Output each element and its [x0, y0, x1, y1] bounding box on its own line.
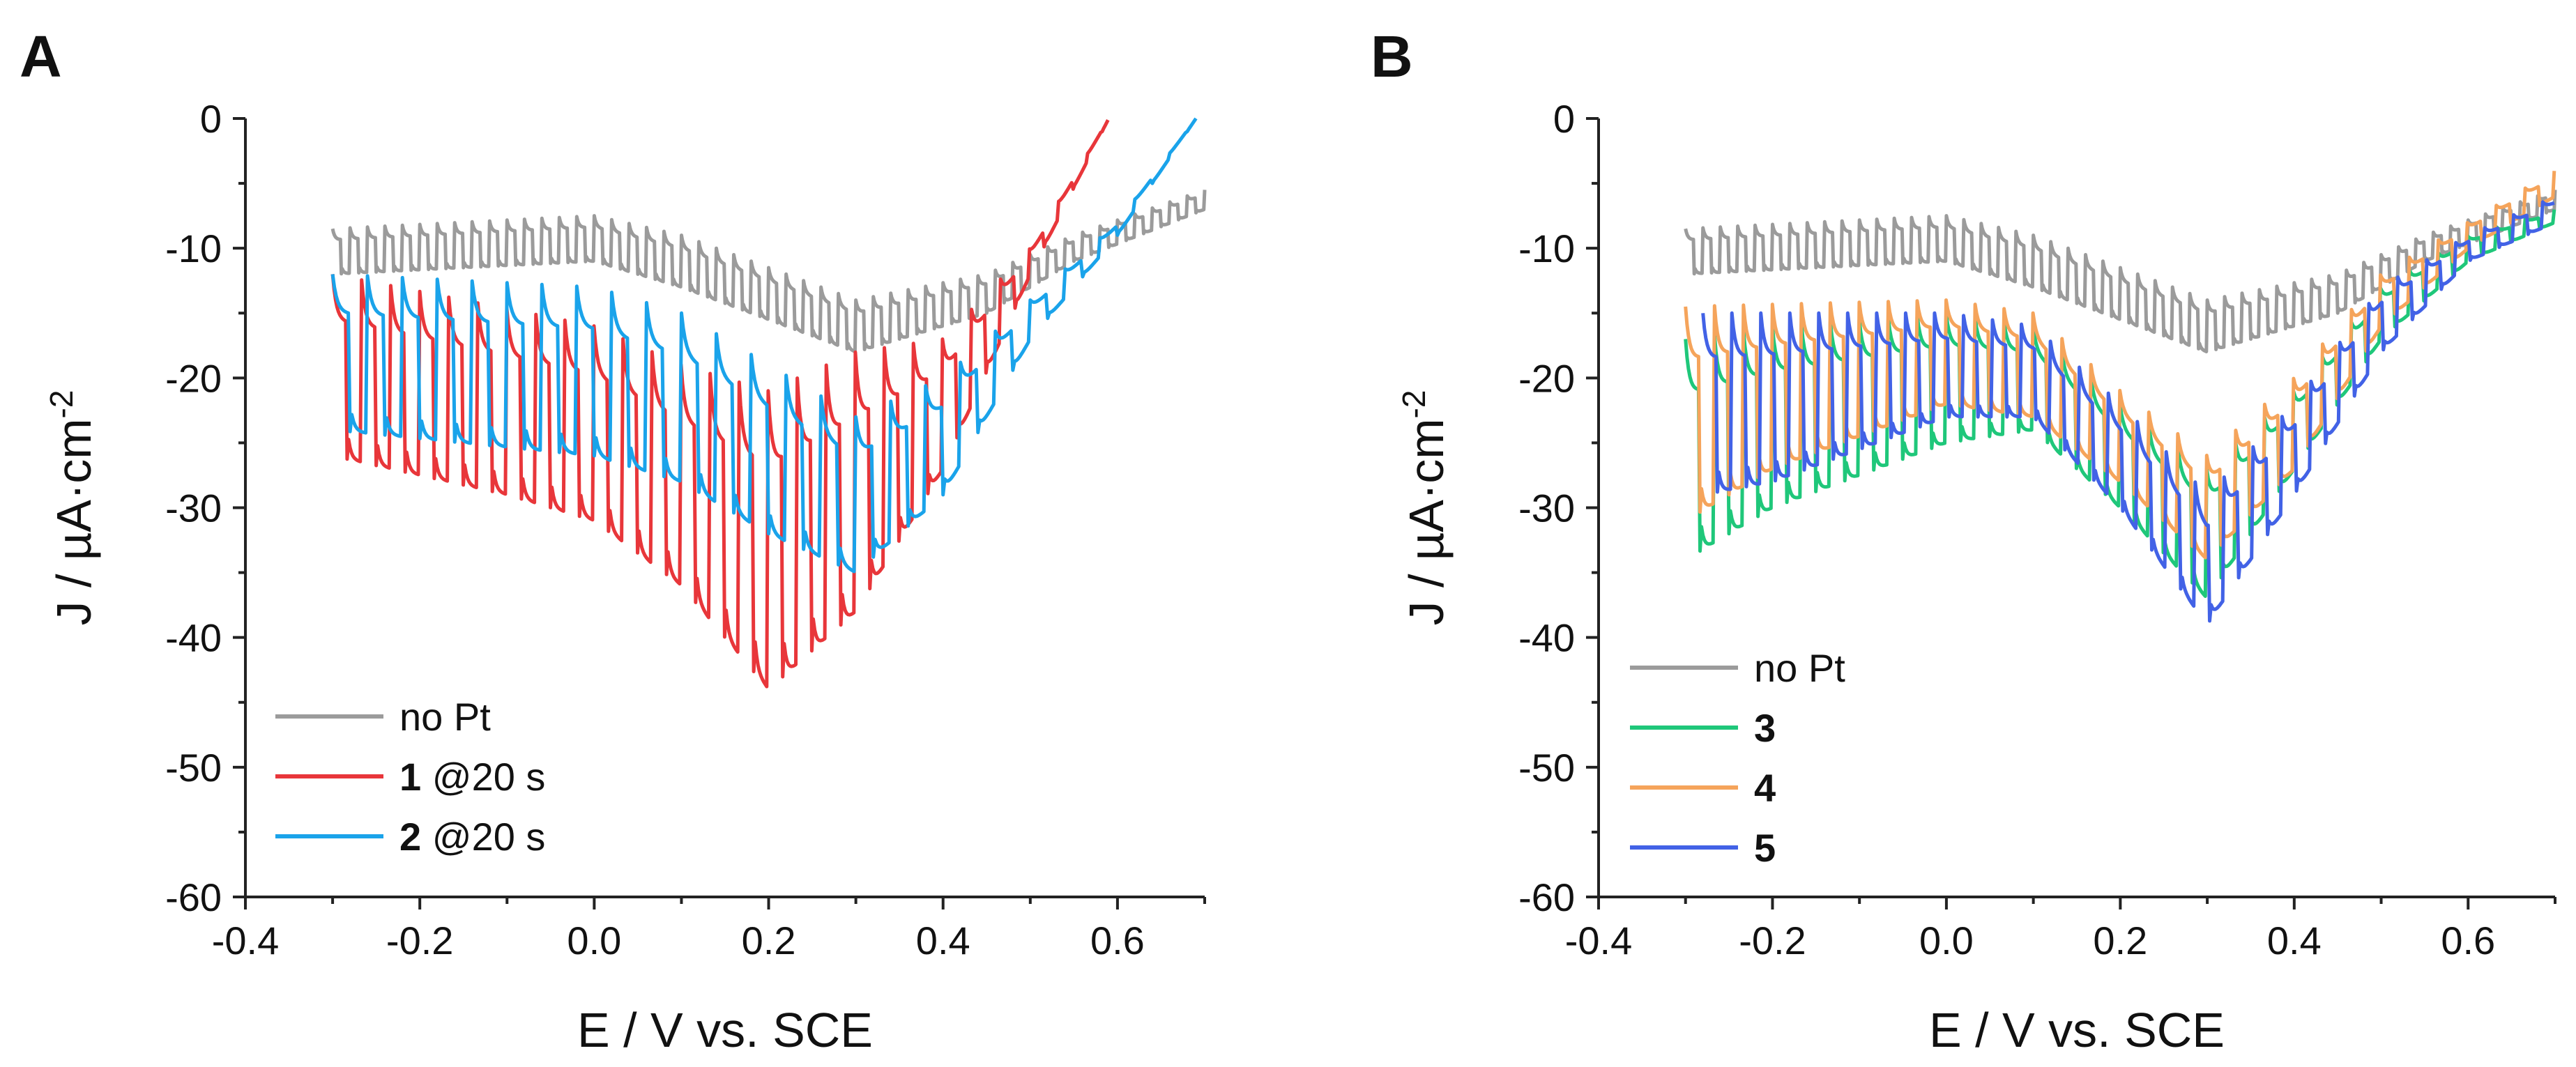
legend-entry: 3: [1754, 706, 1776, 750]
legend-entry: no Pt: [399, 695, 491, 739]
y-axis-label: J / µA·cm-2: [1396, 390, 1454, 626]
y-tick-label: 0: [200, 97, 222, 141]
x-tick-label: -0.2: [1739, 919, 1806, 962]
y-tick-label: -30: [165, 486, 222, 530]
x-tick-label: -0.4: [1565, 919, 1633, 962]
panel-B: B 0 -10 -20 -30 -40 -50 -60-0.4 -0.2 0.0 0.2 0.4 0.6…: [1371, 24, 2557, 1057]
y-tick-label: -60: [165, 875, 222, 919]
series-line-5: [1701, 200, 2555, 623]
y-tick-label: -10: [165, 227, 222, 270]
legend-entry: 1 @20 s: [399, 755, 545, 799]
panel-label: A: [20, 24, 62, 89]
y-tick-label: 0: [1553, 97, 1575, 141]
y-tick-label: -30: [1518, 486, 1575, 530]
x-tick-label: 0.6: [1090, 919, 1145, 962]
y-tick-label: -10: [1518, 227, 1575, 270]
x-tick-label: 0.0: [567, 919, 621, 962]
legend-entry: no Pt: [1754, 646, 1845, 690]
x-tick-label: -0.4: [212, 919, 280, 962]
series-line-no-pt: [330, 190, 1207, 353]
x-axis-label: E / V vs. SCE: [577, 1003, 873, 1057]
y-tick-label: -50: [165, 746, 222, 790]
panel-A: A 0 -10 -20 -30 -40 -50 -60-0.4 -0.2 0.0 0.2 0.4 0.6…: [20, 24, 1207, 1057]
series-line-4: [1684, 171, 2556, 560]
y-tick-label: -50: [1518, 746, 1575, 790]
legend-entry: 4: [1754, 766, 1776, 810]
x-tick-label: 0.2: [2093, 919, 2147, 962]
series-line-1-20-s: [330, 119, 1110, 689]
y-tick-label: -40: [1518, 616, 1575, 660]
panel-label: B: [1371, 24, 1413, 89]
series-line-2-20-s: [330, 117, 1198, 574]
x-axis-label: E / V vs. SCE: [1929, 1003, 2225, 1057]
x-tick-label: 0.2: [742, 919, 796, 962]
x-tick-label: 0.4: [916, 919, 970, 962]
legend: no Pt 1 @20 s 2 @20 s: [275, 695, 545, 859]
y-tick-label: -20: [165, 356, 222, 400]
y-axis-label: J / µA·cm-2: [43, 390, 101, 626]
legend-entry: 2 @20 s: [399, 815, 545, 859]
legend-entry: 5: [1754, 826, 1776, 870]
y-tick-label: -40: [165, 616, 222, 660]
y-tick-label: -60: [1518, 875, 1575, 919]
legend: no Pt 3 4 5: [1630, 646, 1845, 870]
y-tick-label: -20: [1518, 356, 1575, 400]
x-tick-label: 0.6: [2441, 919, 2495, 962]
x-tick-label: 0.0: [1919, 919, 1974, 962]
x-tick-label: 0.4: [2267, 919, 2322, 962]
x-tick-label: -0.2: [386, 919, 454, 962]
